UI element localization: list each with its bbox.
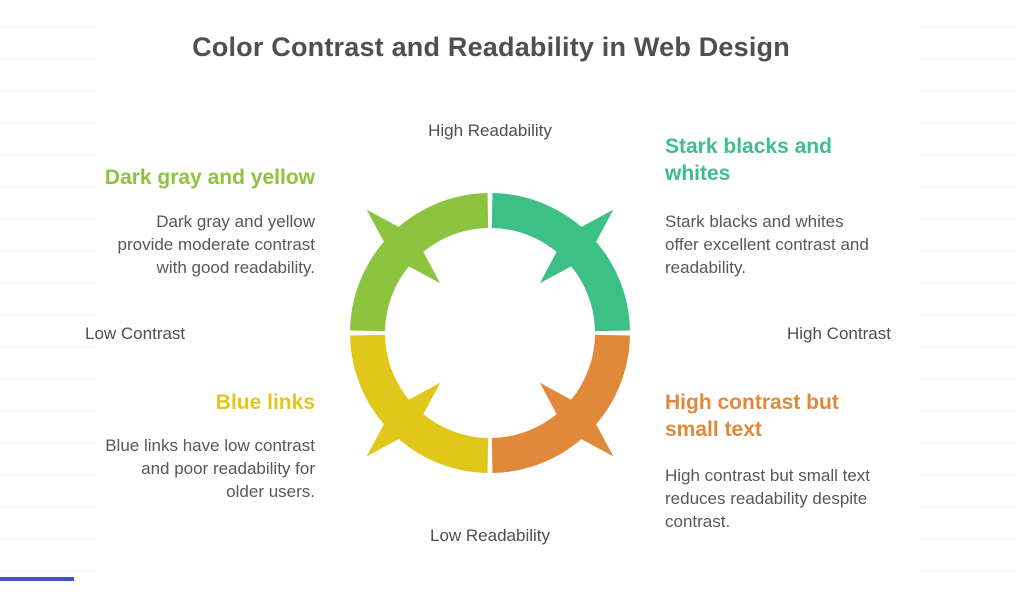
quadrant-heading-high-contrast-but-small-text: High contrast but small text	[665, 391, 839, 441]
arrow-star-bottom-right-icon	[539, 382, 614, 457]
arc-top-right	[491, 193, 630, 332]
quadrant-heading-blue-links: Blue links	[215, 391, 315, 414]
ruled-lines-left	[0, 6, 96, 588]
quadrant-heading-stark-blacks-and-whites: Stark blacks and whites	[665, 135, 832, 185]
quadrant-body-dark-gray-and-yellow: Dark gray and yellow provide moderate co…	[117, 212, 316, 277]
quadrant-heading-dark-gray-and-yellow: Dark gray and yellow	[104, 166, 315, 189]
arrow-star-top-left-icon	[366, 209, 441, 284]
arc-top-left	[350, 193, 489, 332]
axis-label-low-readability: Low Readability	[429, 526, 550, 545]
arc-bottom-right	[491, 334, 630, 473]
ruled-lines-right	[920, 6, 1016, 588]
quadrant-body-stark-blacks-and-whites: Stark blacks and whites offer excellent …	[665, 212, 869, 277]
arrow-star-top-right-icon	[539, 209, 614, 284]
cycle-diagram	[350, 193, 630, 473]
page-title: Color Contrast and Readability in Web De…	[192, 32, 790, 62]
footer-accent-line	[0, 577, 74, 581]
quadrant-body-high-contrast-but-small-text: High contrast but small text reduces rea…	[665, 466, 871, 531]
axis-label-high-contrast: High Contrast	[787, 324, 891, 343]
arrow-star-bottom-left-icon	[366, 382, 441, 457]
arc-bottom-left	[350, 334, 489, 473]
quadrant-body-blue-links: Blue links have low contrast and poor re…	[105, 436, 315, 501]
axis-label-high-readability: High Readability	[428, 121, 552, 140]
axis-label-low-contrast: Low Contrast	[85, 324, 186, 343]
